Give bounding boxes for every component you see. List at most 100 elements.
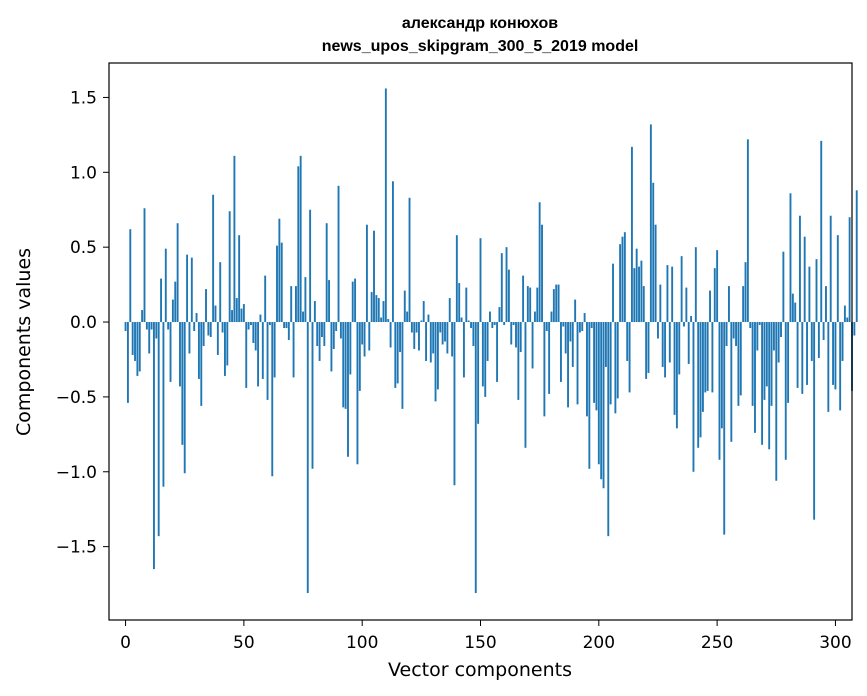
bar-211: [623, 232, 626, 323]
bar-248: [711, 322, 714, 393]
bar-70: [290, 286, 293, 323]
bar-123: [415, 322, 418, 333]
bar-308: [853, 322, 856, 336]
bar-122: [413, 322, 416, 349]
bar-46: [233, 155, 236, 323]
bar-18: [167, 322, 170, 330]
bar-130: [432, 322, 435, 354]
bar-23: [179, 322, 181, 387]
bar-301: [836, 235, 839, 323]
bar-13: [155, 322, 158, 339]
bar-19: [169, 322, 172, 382]
bar-197: [590, 322, 593, 329]
bar-89: [335, 322, 338, 332]
bar-193: [581, 322, 584, 332]
bar-231: [671, 266, 674, 323]
x-tick-label: 100: [346, 633, 378, 653]
x-tick-label: 150: [464, 633, 496, 653]
bar-273: [770, 322, 773, 406]
bar-261: [742, 286, 745, 323]
bar-240: [692, 322, 695, 472]
bar-296: [825, 286, 827, 323]
bar-192: [578, 322, 581, 333]
bar-65: [278, 218, 281, 323]
bar-276: [777, 322, 780, 363]
bar-75: [302, 311, 304, 323]
bar-176: [541, 224, 543, 323]
bar-128: [427, 314, 430, 323]
bar-208: [616, 322, 619, 399]
bar-236: [683, 322, 685, 327]
bar-54: [252, 322, 255, 343]
bar-115: [396, 322, 399, 384]
bar-74: [299, 155, 302, 323]
bar-113: [392, 181, 394, 323]
bar-167: [519, 322, 522, 352]
bar-304: [843, 305, 846, 323]
x-tick-label: 0: [120, 633, 131, 653]
bar-148: [474, 322, 477, 594]
bar-147: [472, 322, 475, 346]
y-tick-label: 0.5: [70, 238, 97, 258]
plot-frame: [108, 62, 853, 621]
bar-156: [493, 322, 496, 326]
bar-56: [257, 322, 260, 387]
bar-162: [507, 269, 510, 323]
bar-153: [486, 322, 489, 361]
bar-50: [242, 304, 245, 323]
bar-213: [628, 322, 631, 393]
bar-110: [384, 88, 387, 323]
bar-131: [434, 322, 437, 402]
bar-262: [744, 262, 747, 323]
bar-271: [765, 322, 768, 387]
bar-149: [477, 322, 480, 424]
bar-185: [562, 322, 565, 327]
bar-140: [455, 235, 458, 323]
bar-120: [408, 197, 411, 323]
bar-138: [451, 322, 454, 357]
bar-88: [332, 322, 335, 349]
bar-161: [505, 247, 508, 323]
bar-171: [529, 287, 532, 323]
bar-218: [640, 260, 643, 323]
bar-43: [226, 322, 229, 366]
bar-87: [330, 322, 333, 372]
chart-subtitle: news_upos_skipgram_300_5_2019 model: [322, 38, 639, 55]
bar-100: [361, 322, 364, 345]
bar-112: [389, 322, 392, 348]
bar-227: [661, 322, 664, 367]
bar-252: [720, 322, 723, 429]
bar-111: [387, 319, 390, 323]
bar-81: [316, 322, 319, 346]
bar-11: [150, 322, 153, 330]
bar-101: [363, 322, 366, 357]
bar-187: [567, 322, 569, 408]
bar-225: [657, 322, 659, 339]
bar-106: [375, 295, 378, 323]
bar-96: [351, 281, 354, 323]
bar-247: [709, 290, 711, 323]
bar-173: [533, 311, 536, 323]
bar-25: [183, 322, 186, 474]
bar-189: [571, 322, 574, 367]
bar-280: [787, 322, 790, 403]
bar-196: [588, 322, 591, 469]
bar-288: [806, 322, 808, 385]
y-tick-label: 1.5: [70, 88, 97, 108]
bar-146: [470, 322, 472, 329]
bar-299: [832, 322, 835, 385]
bar-287: [803, 236, 806, 323]
bar-223: [652, 182, 655, 323]
bar-215: [633, 268, 636, 323]
bar-37: [212, 194, 215, 323]
bar-195: [586, 322, 588, 417]
bar-206: [612, 263, 614, 323]
bar-104: [370, 292, 373, 323]
bar-291: [813, 322, 816, 520]
bar-199: [595, 322, 598, 411]
bar-117: [401, 322, 404, 409]
bar-134: [441, 322, 444, 345]
bar-31: [197, 322, 200, 379]
bar-289: [808, 266, 811, 323]
bar-152: [484, 322, 487, 397]
